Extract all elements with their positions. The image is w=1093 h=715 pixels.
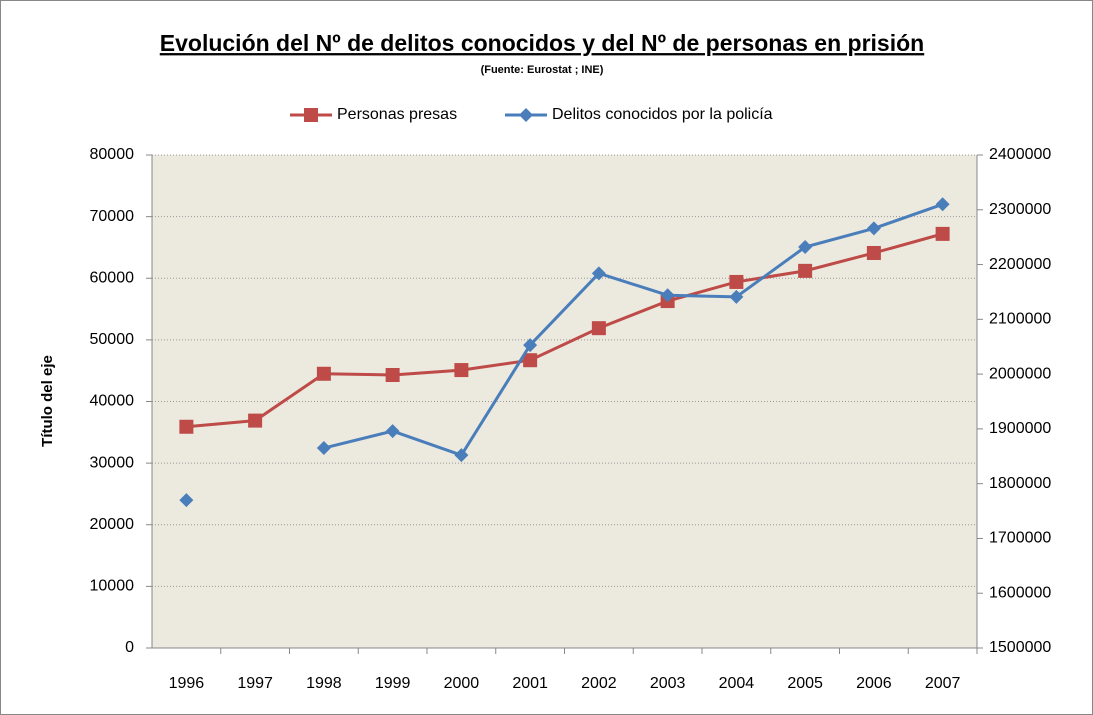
x-tick-label: 1998 bbox=[306, 675, 342, 692]
series-line bbox=[323, 202, 944, 457]
x-tick-label: 2000 bbox=[444, 675, 480, 692]
marker bbox=[798, 263, 813, 278]
marker bbox=[385, 424, 400, 439]
x-tick-label: 2004 bbox=[719, 675, 755, 692]
marker bbox=[935, 226, 950, 241]
y-tick-label: 0 bbox=[125, 639, 134, 656]
marker bbox=[591, 266, 606, 281]
y2-tick-label: 1800000 bbox=[989, 475, 1051, 492]
y-tick-label: 50000 bbox=[90, 331, 135, 348]
marker bbox=[316, 441, 331, 456]
marker bbox=[866, 221, 881, 236]
series-line bbox=[186, 232, 944, 429]
chart-title: Evolución del Nº de delitos conocidos y … bbox=[160, 30, 924, 56]
marker bbox=[179, 419, 194, 434]
y2-tick-label: 1500000 bbox=[989, 639, 1051, 656]
marker bbox=[523, 353, 538, 368]
x-tick-label: 2006 bbox=[856, 675, 892, 692]
marker bbox=[660, 288, 675, 303]
y2-tick-label: 2000000 bbox=[989, 365, 1051, 382]
y2-tick-label: 2100000 bbox=[989, 311, 1051, 328]
y-tick-label: 30000 bbox=[90, 454, 135, 471]
marker bbox=[729, 274, 744, 289]
chart-subtitle: (Fuente: Eurostat ; INE) bbox=[481, 64, 604, 76]
marker bbox=[385, 368, 400, 383]
marker bbox=[304, 108, 318, 122]
marker bbox=[935, 197, 950, 212]
x-tick-label: 2001 bbox=[512, 675, 548, 692]
x-tick-label: 2005 bbox=[787, 675, 823, 692]
marker bbox=[798, 240, 813, 255]
marker bbox=[729, 289, 744, 304]
marker bbox=[523, 338, 538, 353]
x-tick-label: 2003 bbox=[650, 675, 686, 692]
marker bbox=[248, 413, 263, 428]
y2-tick-label: 1600000 bbox=[989, 584, 1051, 601]
x-tick-label: 2007 bbox=[925, 675, 961, 692]
y-axis-title: Título del eje bbox=[39, 355, 56, 447]
y-tick-label: 70000 bbox=[90, 208, 135, 225]
x-tick-label: 2002 bbox=[581, 675, 617, 692]
y-tick-label: 80000 bbox=[90, 146, 135, 163]
x-tick-label: 1997 bbox=[237, 675, 273, 692]
legend-label: Delitos conocidos por la policía bbox=[552, 106, 773, 123]
marker bbox=[866, 245, 881, 260]
x-tick-label: 1999 bbox=[375, 675, 411, 692]
marker bbox=[591, 321, 606, 336]
y2-tick-label: 2400000 bbox=[989, 146, 1051, 163]
y-tick-label: 20000 bbox=[90, 516, 135, 533]
y-tick-label: 60000 bbox=[90, 269, 135, 286]
y-tick-label: 10000 bbox=[90, 578, 135, 595]
y2-tick-label: 1700000 bbox=[989, 530, 1051, 547]
y2-tick-label: 1900000 bbox=[989, 420, 1051, 437]
x-tick-label: 1996 bbox=[169, 675, 205, 692]
y-tick-label: 40000 bbox=[90, 393, 135, 410]
marker bbox=[454, 448, 469, 463]
y2-tick-label: 2300000 bbox=[989, 201, 1051, 218]
marker bbox=[179, 493, 194, 508]
marker bbox=[519, 108, 533, 122]
legend-label: Personas presas bbox=[337, 106, 457, 123]
marker bbox=[454, 363, 469, 378]
y2-tick-label: 2200000 bbox=[989, 256, 1051, 273]
marker bbox=[316, 366, 331, 381]
